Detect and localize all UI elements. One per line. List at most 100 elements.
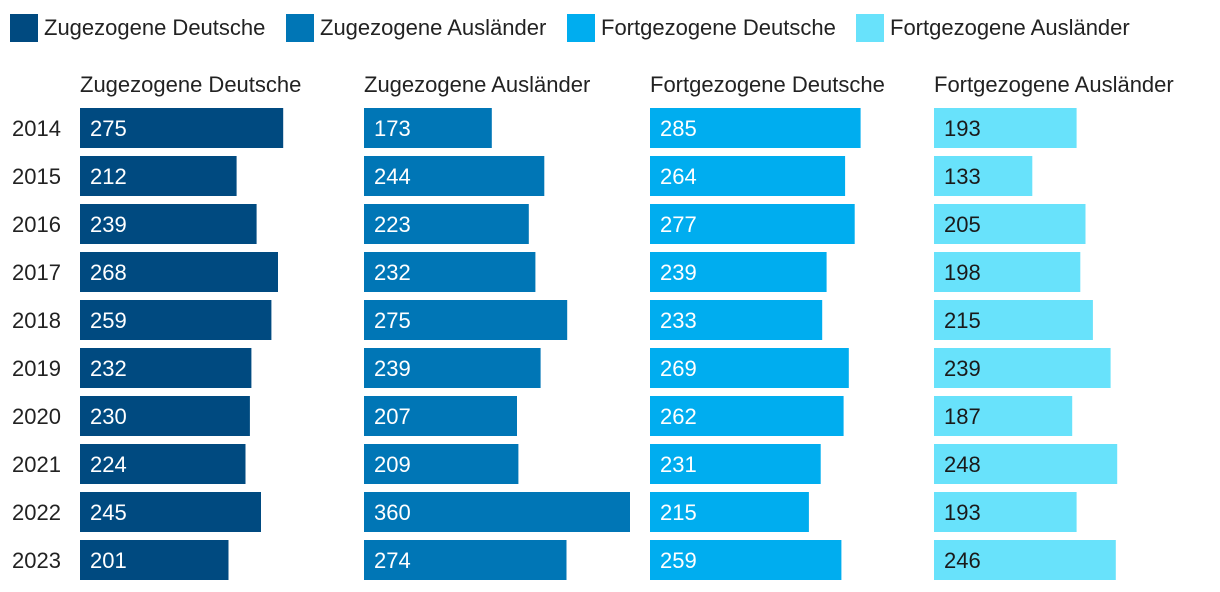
panel-title: Fortgezogene Ausländer	[934, 72, 1174, 97]
bar	[364, 204, 529, 244]
bar	[80, 108, 284, 148]
bar	[934, 300, 1093, 340]
year-label: 2014	[12, 116, 61, 141]
bar-value-label: 173	[374, 116, 411, 141]
bar	[80, 252, 278, 292]
bar	[80, 492, 261, 532]
legend-item-zugezogene-deutsche: Zugezogene Deutsche	[10, 14, 265, 42]
bar-value-label: 209	[374, 452, 411, 477]
bar-value-label: 193	[944, 500, 981, 525]
bar-value-label: 205	[944, 212, 981, 237]
bar	[934, 108, 1077, 148]
bar-value-label: 274	[374, 548, 411, 573]
bar	[364, 492, 630, 532]
bar	[650, 540, 842, 580]
bar	[80, 444, 246, 484]
legend-swatch	[567, 14, 595, 42]
bar	[364, 348, 541, 388]
year-label: 2020	[12, 404, 61, 429]
legend-swatch	[10, 14, 38, 42]
bar-value-label: 269	[660, 356, 697, 381]
bar-value-label: 198	[944, 260, 981, 285]
bar	[364, 156, 545, 196]
bar-value-label: 212	[90, 164, 127, 189]
legend-item-fortgezogene-deutsche: Fortgezogene Deutsche	[567, 14, 836, 42]
bar	[934, 348, 1111, 388]
bar	[650, 396, 844, 436]
bar-value-label: 259	[90, 308, 127, 333]
bar	[934, 396, 1073, 436]
bar	[80, 204, 257, 244]
legend-item-fortgezogene-auslaender: Fortgezogene Ausländer	[856, 14, 1130, 42]
bar-value-label: 268	[90, 260, 127, 285]
bar	[80, 300, 272, 340]
bar	[80, 540, 229, 580]
bar	[650, 252, 827, 292]
year-label: 2018	[12, 308, 61, 333]
bar-value-label: 230	[90, 404, 127, 429]
bar-value-label: 223	[374, 212, 411, 237]
bar-value-label: 275	[90, 116, 127, 141]
bar	[934, 156, 1033, 196]
bar-value-label: 275	[374, 308, 411, 333]
bar-value-label: 233	[660, 308, 697, 333]
bar-value-label: 285	[660, 116, 697, 141]
bar-value-label: 239	[90, 212, 127, 237]
bar-value-label: 239	[660, 260, 697, 285]
bar-value-label: 239	[944, 356, 981, 381]
bar	[364, 540, 567, 580]
bar	[364, 444, 519, 484]
bar	[364, 396, 517, 436]
year-label: 2022	[12, 500, 61, 525]
bar-value-label: 262	[660, 404, 697, 429]
panel-zugezogene-deutsche: Zugezogene Deutsche 275 212 239 268 259 232 230…	[80, 72, 301, 580]
legend-swatch	[286, 14, 314, 42]
year-label: 2017	[12, 260, 61, 285]
bar	[650, 492, 809, 532]
bar-value-label: 246	[944, 548, 981, 573]
bar-value-label: 207	[374, 404, 411, 429]
bar	[80, 156, 237, 196]
bar-value-label: 360	[374, 500, 411, 525]
panel-fortgezogene-deutsche: Fortgezogene Deutsche 285 264 277 239 233 269 2…	[650, 72, 885, 580]
legend-swatch	[856, 14, 884, 42]
bar-value-label: 201	[90, 548, 127, 573]
bar-value-label: 232	[374, 260, 411, 285]
bar	[650, 444, 821, 484]
legend-label: Zugezogene Ausländer	[320, 15, 546, 40]
year-label: 2023	[12, 548, 61, 573]
bar-value-label: 277	[660, 212, 697, 237]
bar	[650, 204, 855, 244]
bar-value-label: 248	[944, 452, 981, 477]
legend-label: Zugezogene Deutsche	[44, 15, 265, 40]
bar	[650, 300, 823, 340]
bar-value-label: 133	[944, 164, 981, 189]
bar-value-label: 239	[374, 356, 411, 381]
bar	[934, 444, 1118, 484]
bar-value-label: 187	[944, 404, 981, 429]
bar	[934, 492, 1077, 532]
year-axis: 2014 2015 2016 2017 2018 2019 2020 2021 2022 2023	[12, 116, 61, 573]
legend: Zugezogene Deutsche Zugezogene Ausländer F…	[10, 14, 1130, 42]
legend-label: Fortgezogene Deutsche	[601, 15, 836, 40]
bar	[934, 252, 1081, 292]
panel-title: Zugezogene Ausländer	[364, 72, 590, 97]
panel-title: Fortgezogene Deutsche	[650, 72, 885, 97]
bar	[934, 540, 1116, 580]
panel-title: Zugezogene Deutsche	[80, 72, 301, 97]
bar	[934, 204, 1086, 244]
year-label: 2015	[12, 164, 61, 189]
bar-value-label: 224	[90, 452, 127, 477]
bar	[364, 108, 492, 148]
bar-value-label: 245	[90, 500, 127, 525]
bar-value-label: 264	[660, 164, 697, 189]
year-label: 2019	[12, 356, 61, 381]
panel-fortgezogene-auslaender: Fortgezogene Ausländer 193 133 205 198 215 239…	[934, 72, 1174, 580]
bar-value-label: 215	[944, 308, 981, 333]
bar	[364, 300, 568, 340]
bar	[650, 348, 849, 388]
bar-value-label: 231	[660, 452, 697, 477]
year-label: 2016	[12, 212, 61, 237]
bar-value-label: 259	[660, 548, 697, 573]
